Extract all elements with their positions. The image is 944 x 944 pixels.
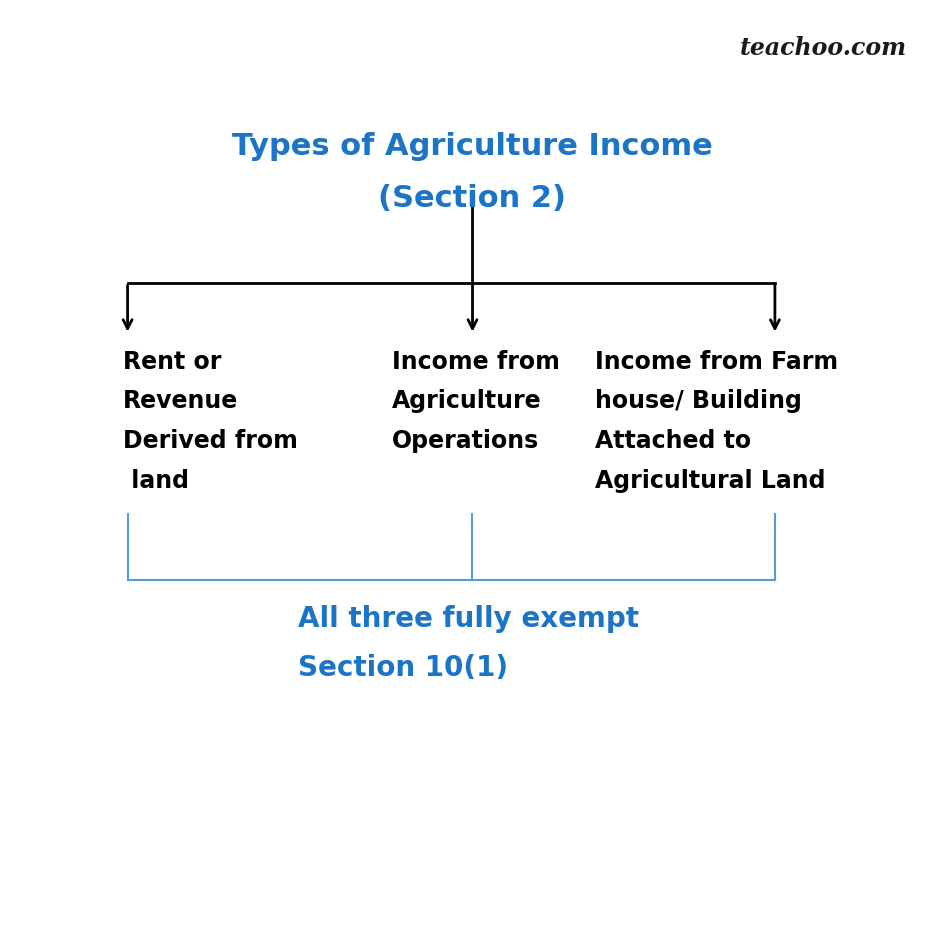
Text: Operations: Operations [392, 429, 539, 452]
Text: Derived from: Derived from [123, 429, 297, 452]
Text: teachoo.com: teachoo.com [739, 36, 906, 59]
Text: land: land [123, 468, 189, 492]
Text: (Section 2): (Section 2) [379, 184, 565, 212]
Text: Agricultural Land: Agricultural Land [595, 468, 825, 492]
Text: Income from: Income from [392, 349, 560, 373]
Text: house/ Building: house/ Building [595, 389, 801, 413]
Text: Rent or: Rent or [123, 349, 221, 373]
Text: Revenue: Revenue [123, 389, 238, 413]
Text: All three fully exempt: All three fully exempt [297, 604, 638, 632]
Text: Attached to: Attached to [595, 429, 750, 452]
Text: Section 10(1): Section 10(1) [297, 653, 507, 682]
Text: Agriculture: Agriculture [392, 389, 541, 413]
Text: Types of Agriculture Income: Types of Agriculture Income [232, 132, 712, 160]
Text: Income from Farm: Income from Farm [595, 349, 837, 373]
